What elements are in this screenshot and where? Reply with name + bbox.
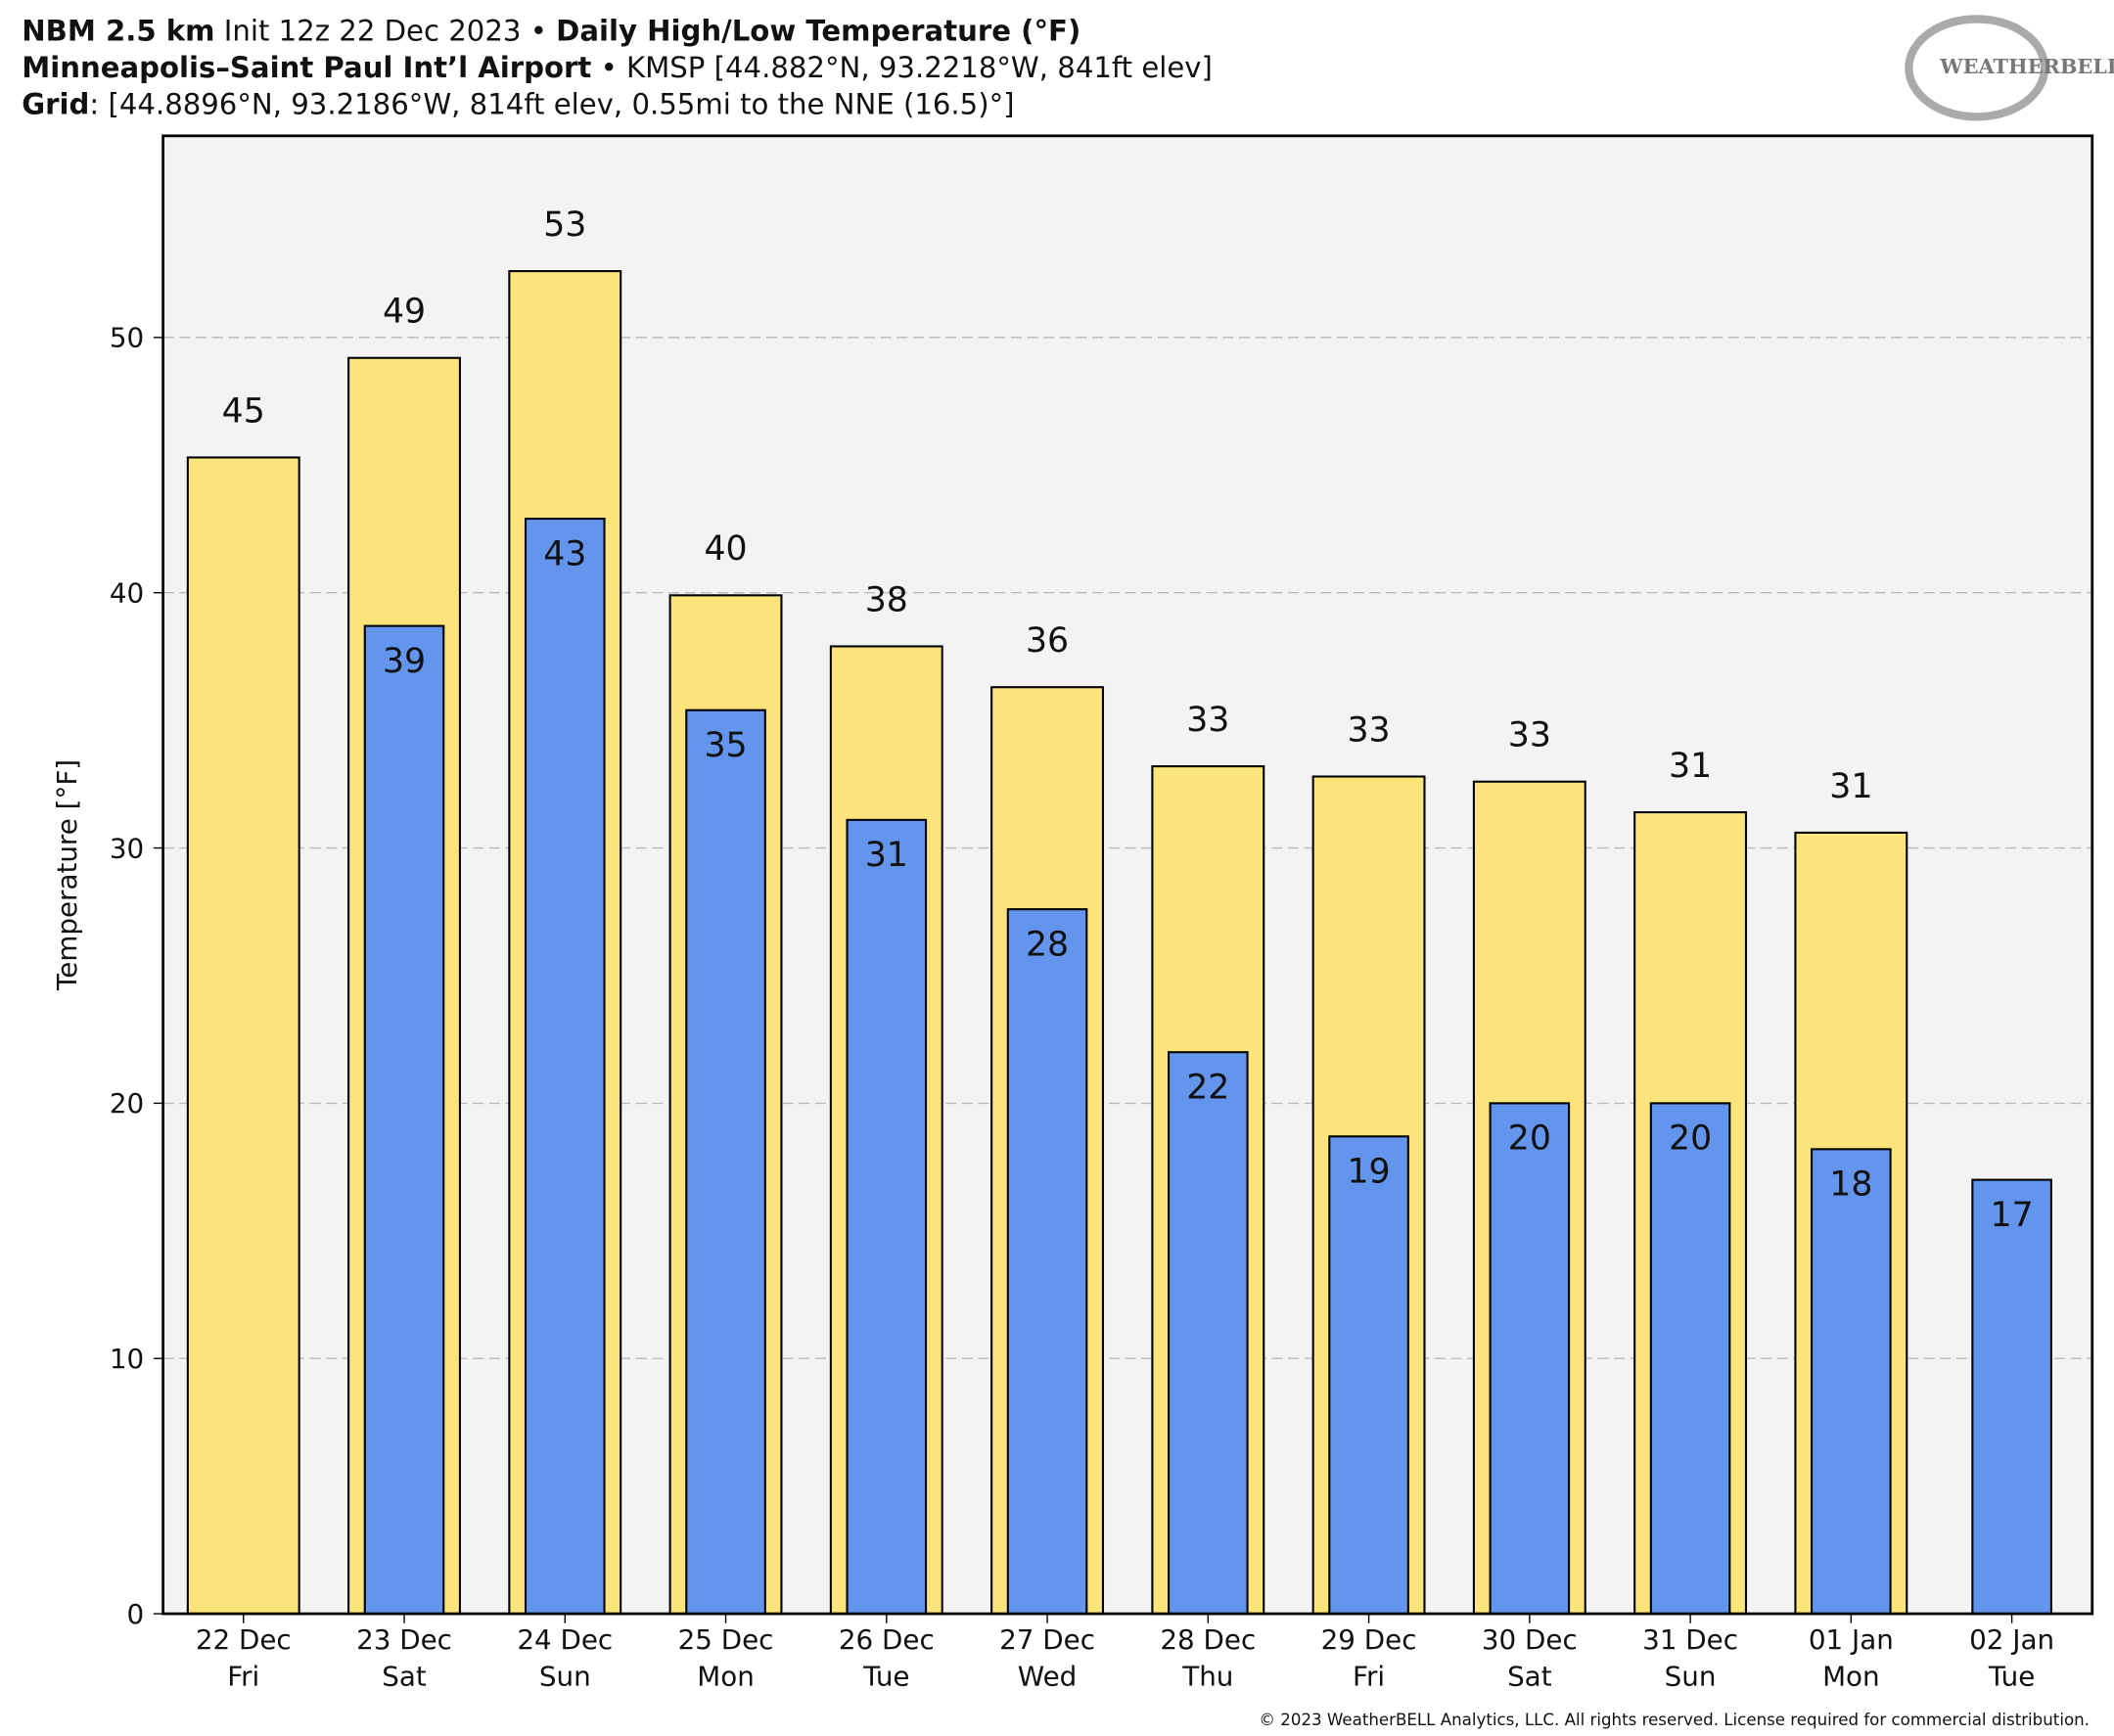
x-tick-label: Wed xyxy=(1018,1661,1078,1693)
y-tick-label: 20 xyxy=(110,1087,144,1119)
x-tick-label: Thu xyxy=(1181,1661,1233,1693)
value-label: 28 xyxy=(1026,925,1069,964)
x-tick-label: 22 Dec xyxy=(196,1623,292,1656)
x-tick-label: Sun xyxy=(1665,1661,1717,1693)
value-label: 20 xyxy=(1669,1119,1712,1159)
x-tick-label: 25 Dec xyxy=(678,1623,774,1656)
x-tick-label: 01 Jan xyxy=(1809,1623,1894,1656)
header-line: Grid: [44.8896°N, 93.2186°W, 814ft elev,… xyxy=(22,88,1014,121)
x-tick-label: Fri xyxy=(1353,1661,1385,1693)
bar xyxy=(1971,1178,2052,1616)
bar xyxy=(1649,1102,1731,1616)
bar xyxy=(1811,1148,1892,1616)
value-label: 45 xyxy=(222,391,265,431)
value-label: 18 xyxy=(1829,1165,1872,1205)
bar xyxy=(1168,1051,1249,1616)
x-tick-label: Fri xyxy=(227,1661,259,1693)
value-label: 20 xyxy=(1508,1119,1551,1159)
value-label: 35 xyxy=(704,726,747,765)
header-segment: Minneapolis–Saint Paul Int’l Airport xyxy=(22,51,591,84)
y-tick-label: 50 xyxy=(110,322,144,354)
bar xyxy=(524,518,606,1616)
value-label: 39 xyxy=(383,642,426,681)
footer: © 2023 WeatherBELL Analytics, LLC. All r… xyxy=(1259,1711,2090,1729)
x-tick-label: Sat xyxy=(1507,1661,1552,1693)
value-label: 31 xyxy=(1829,767,1872,806)
plot-area xyxy=(162,135,2092,1615)
bar xyxy=(685,708,766,1616)
x-tick-label: 28 Dec xyxy=(1160,1623,1256,1656)
x-tick-label: Tue xyxy=(1988,1661,2035,1693)
x-tick-label: 26 Dec xyxy=(839,1623,935,1656)
bar xyxy=(1328,1135,1409,1616)
x-tick-label: Mon xyxy=(1822,1661,1880,1693)
y-tick-label: 40 xyxy=(110,576,144,609)
value-label: 33 xyxy=(1348,710,1391,750)
x-tick-label: Mon xyxy=(697,1661,755,1693)
value-label: 19 xyxy=(1348,1152,1391,1191)
bar xyxy=(846,818,928,1616)
header-segment: • KMSP [44.882°N, 93.2218°W, 841ft elev] xyxy=(591,51,1213,84)
y-tick-label: 30 xyxy=(110,832,144,864)
value-label: 43 xyxy=(543,534,586,573)
header: NBM 2.5 km Init 12z 22 Dec 2023 • Daily … xyxy=(22,15,1213,121)
bar xyxy=(1006,908,1088,1616)
value-label: 33 xyxy=(1508,716,1551,755)
header-segment: Daily High/Low Temperature (°F) xyxy=(556,15,1080,48)
header-segment: Grid xyxy=(22,88,89,121)
header-segment: Init 12z 22 Dec 2023 • xyxy=(215,15,557,48)
value-label: 33 xyxy=(1186,701,1229,740)
logo-swirl xyxy=(1905,15,2049,121)
x-tick-label: 23 Dec xyxy=(356,1623,452,1656)
x-tick-label: 30 Dec xyxy=(1482,1623,1578,1656)
value-label: 40 xyxy=(704,529,747,569)
x-tick-label: Tue xyxy=(862,1661,909,1693)
header-line: NBM 2.5 km Init 12z 22 Dec 2023 • Daily … xyxy=(22,15,1080,48)
bar xyxy=(363,624,445,1616)
bar xyxy=(1489,1102,1571,1616)
y-axis-label: Temperature [°F] xyxy=(51,759,83,991)
value-label: 31 xyxy=(1669,747,1712,786)
x-tick-label: 27 Dec xyxy=(999,1623,1095,1656)
header-segment: : [44.8896°N, 93.2186°W, 814ft elev, 0.5… xyxy=(89,88,1014,121)
value-label: 17 xyxy=(1991,1196,2034,1235)
x-tick-label: 24 Dec xyxy=(517,1623,613,1656)
x-tick-label: 31 Dec xyxy=(1642,1623,1738,1656)
value-label: 31 xyxy=(865,836,908,875)
x-tick-label: 02 Jan xyxy=(1969,1623,2054,1656)
logo: WEATHERBELL xyxy=(1939,54,2114,78)
value-label: 22 xyxy=(1186,1068,1229,1107)
y-tick-label: 10 xyxy=(110,1343,144,1375)
value-label: 49 xyxy=(383,293,426,332)
value-label: 36 xyxy=(1026,621,1069,661)
bar xyxy=(186,456,300,1616)
x-tick-label: Sun xyxy=(539,1661,591,1693)
plot-frame xyxy=(161,134,2094,1616)
header-line: Minneapolis–Saint Paul Int’l Airport • K… xyxy=(22,51,1213,84)
x-tick-label: 29 Dec xyxy=(1321,1623,1417,1656)
y-tick-label: 0 xyxy=(127,1598,145,1630)
header-segment: NBM 2.5 km xyxy=(22,15,214,48)
x-tick-label: Sat xyxy=(382,1661,427,1693)
value-label: 53 xyxy=(543,206,586,245)
value-label: 38 xyxy=(865,580,908,619)
